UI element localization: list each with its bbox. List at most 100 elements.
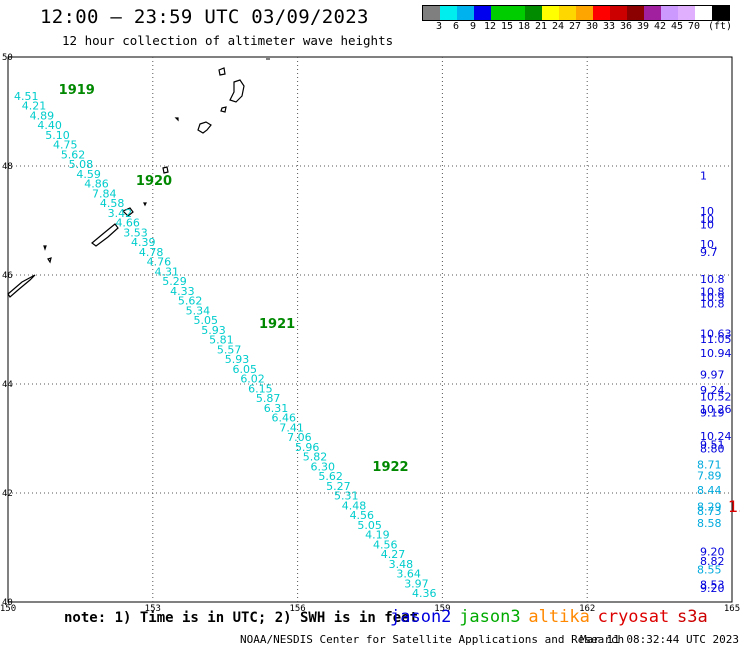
lon-tick-label: 153 [145,604,161,614]
legend-jason2: jason2 [390,607,452,627]
lon-tick-label: 156 [289,604,305,614]
swh-value: 9.7 [700,246,718,259]
swh-value: 10.52 [700,390,732,403]
swh-value: 3.48 [389,558,414,571]
swh-value: 10.94 [700,347,732,360]
swh-value: 9.24 [700,384,725,397]
swh-value: 4.56 [350,509,375,522]
swh-value: 8.82 [700,555,725,568]
swh-value: 10.9 [700,291,725,304]
colorbar-swatch [678,6,695,20]
swh-value: 5.05 [357,519,382,532]
swh-value: 4.76 [147,256,172,269]
colorbar-swatch [712,6,729,20]
swh-value: 4.75 [53,139,78,152]
legend-s3a: s3a [677,607,708,627]
swh-value: 9.20 [700,582,725,595]
colorbar-tick-label: 9 [469,21,477,32]
coastline [7,274,36,298]
coastline [218,67,226,76]
colorbar-labels: 3 6 9 12 15 18 21 24 27 30 33 36 39 42 45 70 (ft) [422,21,740,35]
colorbar-tick-label: 18 [517,21,531,32]
swh-value: 7.89 [697,469,722,482]
swh-value: 10.8 [700,273,725,286]
coastline [121,207,134,217]
swh-value: 4.66 [115,217,140,230]
pass-label: 1920 [136,174,172,189]
colorbar-swatch [525,6,542,20]
swh-value: 10.24 [700,430,732,443]
colorbar-swatch [661,6,678,20]
colorbar-swatch [508,6,525,20]
swh-value: 9.19 [700,407,725,420]
swh-value: 4.40 [37,119,62,132]
swh-value: 6.31 [264,402,289,415]
swh-value: 4.48 [342,499,367,512]
swh-value: 5.62 [178,295,203,308]
map-frame [7,56,733,603]
swh-value: 10 [700,205,714,218]
swh-value: 3.64 [396,568,421,581]
colorbar-tick-label: 6 [452,21,460,32]
swh-value: 7.06 [287,431,312,444]
swh-value: 3.53 [123,226,148,239]
colorbar-swatch [644,6,661,20]
swh-value: 5.93 [201,324,226,337]
swh-value: 6.15 [248,382,273,395]
colorbar-tick-label: 70 [687,21,701,32]
swh-value: 6.46 [272,412,297,425]
swh-value: 8.44 [697,484,722,497]
swh-value: 10.8 [700,286,725,299]
swh-value: 5.29 [162,275,187,288]
swh-value: 5.62 [318,470,343,483]
legend-jason3: jason3 [459,607,521,627]
swh-value: 8.55 [697,564,722,577]
lon-tick-label: 162 [579,604,595,614]
swh-value: 5.10 [45,129,69,142]
coastline [174,117,179,122]
legend-cryosat: cryosat [597,607,670,627]
swh-value: 5.96 [295,441,320,454]
swh-value: 10.63 [700,328,732,341]
colorbar-swatch [542,6,559,20]
swh-value: 6.30 [311,460,336,473]
swh-value: 5.05 [193,314,218,327]
swh-value: 7.41 [279,421,304,434]
swh-value: 4.78 [139,246,164,259]
colorbar-tick-label: 15 [500,21,514,32]
colorbar-swatch [474,6,491,20]
swh-value: 9.97 [700,369,725,382]
swh-value: 8.73 [697,505,722,518]
swh-value: 10.26 [700,403,732,416]
swh-value: 4.86 [84,178,109,191]
credit-line: NOAA/NESDIS Center for Satellite Applica… [240,633,625,646]
generated-timestamp: Mar 11 08:32:44 UTC 2023 [580,633,739,646]
colorbar-swatch [440,6,457,20]
colorbar-swatch [576,6,593,20]
lat-tick-label: 48 [2,162,13,172]
swh-value: 7.84 [92,187,117,200]
swh-value: 10 [700,213,714,226]
colorbar-swatch [610,6,627,20]
lon-tick-label: 150 [0,604,16,614]
swh-value: 4.58 [100,197,125,210]
swh-value: 5.57 [217,343,242,356]
colorbar-tick-label: 36 [619,21,633,32]
coastline [43,245,47,251]
pass-label: 1921 [259,317,295,332]
swh-value: 5.31 [334,490,359,503]
swh-value: 4.59 [76,168,101,181]
swh-value: 4.89 [30,109,54,122]
lon-tick-label: 165 [724,604,740,614]
swh-value: 1 [700,170,707,183]
swh-value: 4.39 [131,236,156,249]
colorbar-tick-label: 24 [551,21,565,32]
swh-value: 8.71 [697,458,722,471]
wave-height-colorbar [422,5,730,21]
swh-value: 4.21 [22,100,47,113]
swh-value: 5.34 [186,304,211,317]
chart-subtitle: 12 hour collection of altimeter wave hei… [62,33,394,48]
colorbar-swatch [593,6,610,20]
colorbar-swatch [457,6,474,20]
